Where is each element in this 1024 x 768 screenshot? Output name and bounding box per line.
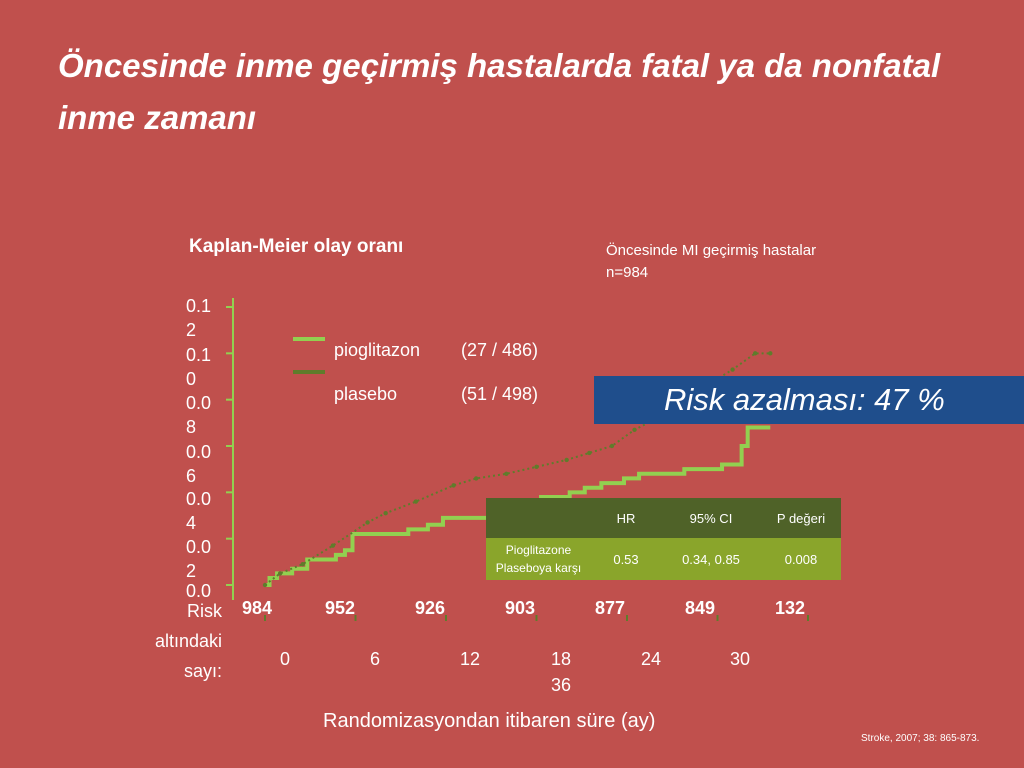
x-tick-label-36: 36 (550, 675, 572, 695)
stats-value-p: 0.008 (784, 551, 818, 567)
series-line-pioglitazon (265, 425, 771, 587)
x-tick-label-18: 18 (550, 649, 572, 669)
data-point-plasebo (632, 427, 637, 432)
risk-count-36: 132 (775, 598, 806, 618)
risk-count-30: 849 (685, 598, 716, 618)
data-point-plasebo (451, 483, 456, 488)
stats-header-hr: HR (616, 510, 636, 526)
stats-header-empty (486, 498, 591, 538)
data-point-plasebo (277, 571, 283, 576)
x-tick-marks (264, 615, 809, 621)
y-tick-label-0.04: 0.0 4 (186, 489, 212, 533)
stats-value-hr: 0.53 (613, 551, 639, 567)
subtitle-line-1: Öncesinde MI geçirmiş hastalar (606, 242, 817, 259)
data-point-plasebo (504, 471, 509, 476)
x-tick-label-30: 30 (729, 649, 751, 669)
legend-label-pioglitazon: pioglitazon (334, 340, 421, 360)
x-tick-label-0: 0 (279, 649, 290, 669)
data-point-plasebo (262, 582, 268, 588)
x-tick-label-24: 24 (640, 649, 662, 669)
data-point-plasebo (365, 520, 370, 525)
data-point-plasebo (609, 443, 615, 449)
data-point-plasebo (330, 543, 336, 548)
legend-lines (293, 337, 325, 374)
hazard-ratio-table: HR 95% CI P değeri Pioglitazone Plaseboy… (486, 498, 841, 580)
data-point-plasebo (413, 499, 419, 504)
legend-count-plasebo: (51 / 498) (461, 384, 539, 404)
legend-count-pioglitazon: (27 / 486) (461, 340, 539, 360)
x-axis-label: Randomizasyondan itibaren süre (ay) (323, 710, 656, 732)
data-point-plasebo (383, 510, 388, 516)
slide-title: Öncesinde inme geçirmiş hastalarda fatal… (58, 47, 941, 136)
legend-label-plasebo: plasebo (334, 384, 398, 404)
y-tick-label-0.02: 0.0 2 (186, 537, 212, 581)
x-tick-label-12: 12 (459, 649, 481, 669)
stats-header-row: HR 95% CI P değeri (486, 498, 841, 538)
data-point-plasebo (730, 367, 735, 372)
stats-data-row: Pioglitazone Plaseboya karşı 0.53 0.34, … (486, 538, 841, 580)
y-tick-label-0.10: 0.1 0 (186, 345, 212, 389)
y-tick-label-0.08: 0.0 8 (186, 393, 212, 437)
y-tick-marks (226, 306, 233, 586)
risk-count-18: 903 (505, 598, 536, 618)
chart-title: Kaplan-Meier olay oranı (189, 236, 404, 257)
stats-row-label: Pioglitazone Plaseboya karşı (495, 543, 582, 575)
y-tick-label-0.06: 0.0 6 (186, 442, 212, 486)
data-point-plasebo (300, 561, 305, 567)
data-point-plasebo (753, 351, 758, 356)
chart-subtitle: Öncesinde MI geçirmiş hastalar n=984 (606, 240, 906, 284)
data-point-plasebo (768, 351, 773, 356)
risk-count-0: 984 (242, 598, 273, 618)
stats-header-ci: 95% CI (689, 510, 733, 526)
data-point-plasebo (587, 450, 592, 456)
risk-count-12: 926 (415, 598, 446, 618)
citation: Stroke, 2007; 38: 865-873. (861, 733, 980, 744)
risk-table-label: Risk altındaki sayı: (154, 601, 222, 681)
x-tick-label-6: 6 (369, 649, 380, 669)
data-point-plasebo (534, 464, 539, 470)
y-tick-label-0.00: 0.0 (186, 581, 212, 601)
stats-header-p: P değeri (776, 510, 826, 526)
risk-reduction-banner: Risk azalması: 47 % (594, 376, 1024, 424)
data-point-plasebo (564, 457, 569, 463)
subtitle-line-2: n=984 (606, 264, 649, 281)
legend-item-plasebo: plasebo (334, 384, 397, 405)
risk-count-24: 877 (595, 598, 626, 618)
y-tick-label-0.12: 0.1 2 (186, 296, 212, 340)
risk-count-6: 952 (325, 598, 356, 618)
legend-item-pioglitazon: pioglitazon (334, 340, 420, 361)
data-point-plasebo (473, 476, 479, 481)
stats-value-ci: 0.34, 0.85 (682, 551, 740, 567)
